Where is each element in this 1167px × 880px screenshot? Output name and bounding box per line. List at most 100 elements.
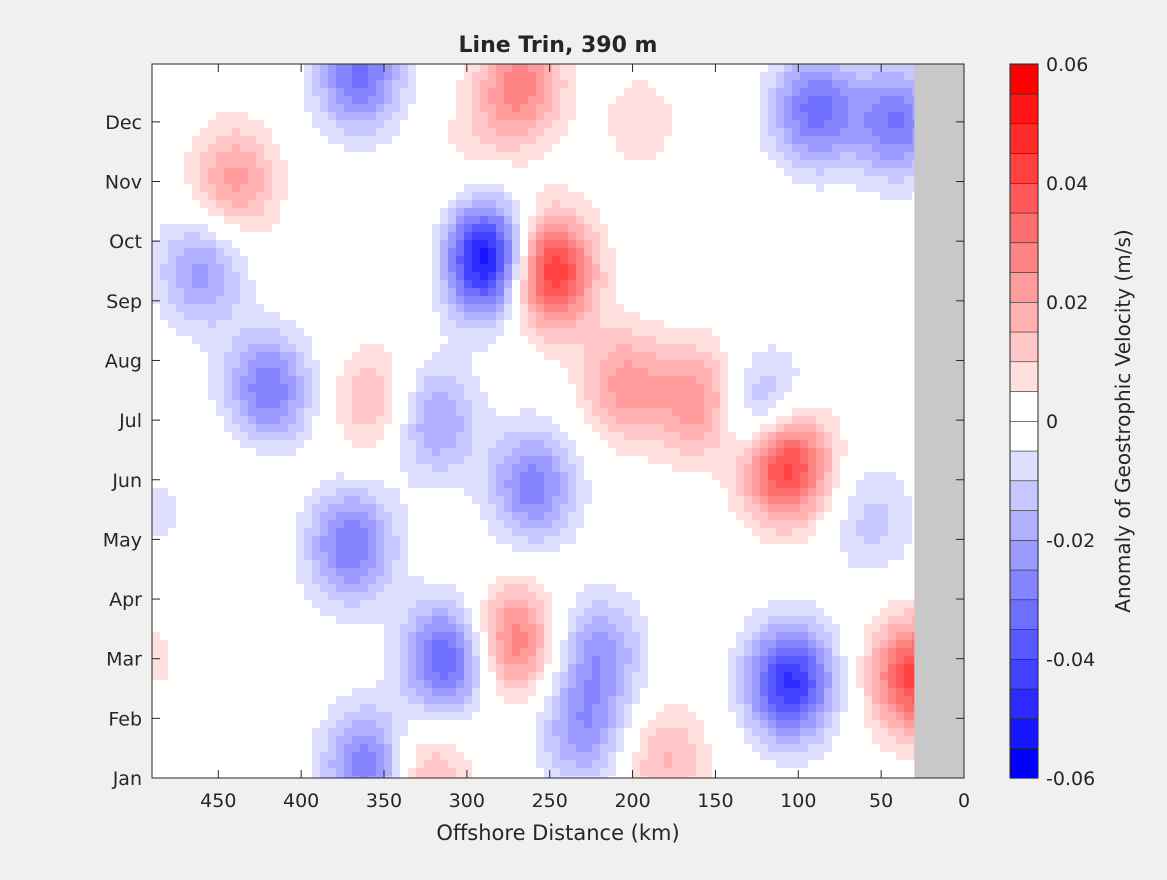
heatmap-cell [496, 128, 505, 137]
heatmap-cell [408, 376, 417, 385]
heatmap-cell [512, 104, 521, 113]
heatmap-cell [168, 472, 177, 481]
heatmap-cell [232, 392, 241, 401]
heatmap-cell [704, 176, 713, 185]
heatmap-cell [784, 72, 793, 81]
heatmap-cell [400, 176, 409, 185]
heatmap-cell [824, 224, 833, 233]
heatmap-cell [216, 144, 225, 153]
heatmap-cell [816, 240, 825, 249]
heatmap-cell [616, 448, 625, 457]
heatmap-cell [360, 144, 369, 153]
heatmap-cell [880, 80, 889, 89]
heatmap-cell [368, 288, 377, 297]
heatmap-cell [328, 280, 337, 289]
heatmap-cell [448, 424, 457, 433]
heatmap-cell [408, 144, 417, 153]
heatmap-cell [520, 144, 529, 153]
heatmap-cell [776, 376, 785, 385]
heatmap-cell [848, 136, 857, 145]
heatmap-cell [728, 280, 737, 289]
heatmap-cell [880, 160, 889, 169]
heatmap-cell [280, 272, 289, 281]
heatmap-cell [696, 464, 705, 473]
heatmap-cell [472, 104, 481, 113]
heatmap-cell [472, 176, 481, 185]
heatmap-cell [336, 360, 345, 369]
heatmap-cell [392, 352, 401, 361]
heatmap-cell [384, 280, 393, 289]
heatmap-cell [552, 128, 561, 137]
heatmap-cell [240, 352, 249, 361]
heatmap-cell [664, 88, 673, 97]
heatmap-cell [368, 448, 377, 457]
heatmap-cell [360, 256, 369, 265]
heatmap-cell [880, 392, 889, 401]
heatmap-cell [648, 248, 657, 257]
heatmap-cell [376, 288, 385, 297]
heatmap-cell [472, 280, 481, 289]
heatmap-cell [400, 256, 409, 265]
heatmap-cell [896, 232, 905, 241]
heatmap-cell [480, 256, 489, 265]
heatmap-cell [360, 184, 369, 193]
heatmap-cell [600, 392, 609, 401]
heatmap-cell [816, 80, 825, 89]
heatmap-cell [448, 360, 457, 369]
heatmap-cell [608, 360, 617, 369]
heatmap-cell [608, 136, 617, 145]
heatmap-cell [600, 456, 609, 465]
heatmap-cell [832, 248, 841, 257]
heatmap-cell [208, 272, 217, 281]
heatmap-cell [720, 144, 729, 153]
heatmap-cell [792, 248, 801, 257]
heatmap-cell [336, 168, 345, 177]
heatmap-cell [224, 248, 233, 257]
heatmap-cell [680, 136, 689, 145]
heatmap-cell [304, 176, 313, 185]
heatmap-cell [352, 96, 361, 105]
heatmap-cell [320, 224, 329, 233]
heatmap-cell [640, 80, 649, 89]
heatmap-cell [424, 264, 433, 273]
heatmap-cell [712, 392, 721, 401]
heatmap-cell [632, 416, 641, 425]
heatmap-cell [736, 336, 745, 345]
heatmap-cell [776, 240, 785, 249]
heatmap-cell [216, 64, 225, 73]
heatmap-cell [288, 336, 297, 345]
heatmap-cell [448, 232, 457, 241]
heatmap-cell [600, 128, 609, 137]
heatmap-cell [888, 88, 897, 97]
heatmap-cell [248, 320, 257, 329]
heatmap-cell [848, 280, 857, 289]
heatmap-cell [184, 120, 193, 129]
heatmap-cell [624, 432, 633, 441]
heatmap-cell [856, 88, 865, 97]
heatmap-cell [504, 240, 513, 249]
heatmap-cell [592, 176, 601, 185]
heatmap-cell [224, 192, 233, 201]
heatmap-cell [664, 72, 673, 81]
heatmap-cell [800, 296, 809, 305]
heatmap-cell [232, 376, 241, 385]
heatmap-cell [752, 200, 761, 209]
heatmap-cell [392, 240, 401, 249]
heatmap-cell [856, 104, 865, 113]
heatmap-cell [512, 424, 521, 433]
heatmap-cell [800, 304, 809, 313]
heatmap-cell [760, 336, 769, 345]
heatmap-cell [664, 160, 673, 169]
heatmap-cell [512, 208, 521, 217]
heatmap-cell [184, 112, 193, 121]
heatmap-cell [296, 296, 305, 305]
heatmap-cell [776, 120, 785, 129]
heatmap-cell [528, 64, 537, 73]
heatmap-cell [888, 304, 897, 313]
heatmap-cell [424, 448, 433, 457]
heatmap-cell [640, 128, 649, 137]
heatmap-cell [288, 224, 297, 233]
heatmap-cell [288, 264, 297, 273]
heatmap-cell [688, 240, 697, 249]
heatmap-cell [264, 160, 273, 169]
